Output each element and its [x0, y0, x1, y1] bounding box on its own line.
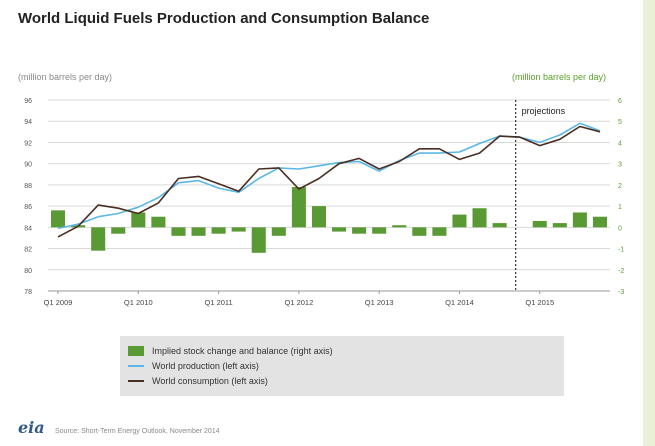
left-axis-unit: (million barrels per day) [18, 72, 113, 82]
legend-item-stock-change: Implied stock change and balance (right … [128, 343, 564, 358]
stock-change-bar [472, 208, 487, 228]
legend-item-consumption: World consumption (left axis) [128, 373, 564, 388]
stock-change-bar [211, 227, 226, 234]
chart-title: World Liquid Fuels Production and Consum… [18, 10, 430, 27]
right-tick-label: 6 [618, 98, 622, 105]
stock-change-bar [412, 227, 427, 236]
stock-change-bar [432, 227, 447, 236]
legend-swatch-production [128, 364, 144, 367]
left-tick-label: 90 [24, 162, 32, 169]
right-tick-label: 2 [618, 183, 622, 190]
legend: Implied stock change and balance (right … [120, 336, 564, 396]
source-note: Source: Short-Term Energy Outlook, Novem… [55, 428, 220, 435]
right-tick-label: 1 [618, 204, 622, 211]
stock-change-bar [271, 227, 286, 236]
x-tick-label: Q1 2013 [365, 298, 394, 307]
left-tick-label: 78 [24, 289, 32, 296]
projections-label: projections [522, 106, 566, 116]
x-tick-label: Q1 2009 [44, 298, 73, 307]
right-tick-label: 3 [618, 162, 622, 169]
right-tick-label: 5 [618, 119, 622, 126]
right-tick-label: 4 [618, 140, 622, 147]
stock-change-bar [171, 227, 186, 236]
stock-change-bar [572, 212, 587, 228]
stock-change-bar [372, 227, 387, 234]
legend-item-production: World production (left axis) [128, 358, 564, 373]
stock-change-bar [91, 227, 106, 251]
stock-change-bar [191, 227, 206, 236]
consumption-line [57, 125, 601, 238]
right-axis-unit: (million barrels per day) [512, 72, 607, 82]
stock-change-bar [151, 216, 166, 228]
legend-label-production: World production (left axis) [152, 360, 259, 371]
left-tick-label: 88 [24, 183, 32, 190]
stock-change-bar [251, 227, 266, 253]
stock-change-bar [352, 227, 367, 234]
stock-change-bar [592, 216, 607, 228]
right-tick-label: -1 [618, 247, 624, 254]
stock-change-bar [492, 223, 507, 228]
stock-change-bar [311, 206, 326, 228]
stock-change-bar [552, 223, 567, 228]
x-tick-label: Q1 2010 [124, 298, 153, 307]
stock-change-bar [111, 227, 126, 234]
stock-change-bar [532, 220, 547, 228]
x-tick-label: Q1 2012 [285, 298, 314, 307]
eia-logo: eia [18, 418, 45, 437]
stock-change-bar [392, 225, 407, 228]
right-tick-label: -2 [618, 268, 624, 275]
stock-change-bar [51, 210, 66, 228]
right-tick-label: 0 [618, 225, 622, 232]
left-tick-label: 86 [24, 204, 32, 211]
left-tick-label: 84 [24, 225, 32, 232]
left-tick-label: 94 [24, 119, 32, 126]
stock-change-bar [452, 214, 467, 228]
stock-change-bar [332, 227, 347, 232]
left-tick-label: 82 [24, 247, 32, 254]
legend-label-stock-change: Implied stock change and balance (right … [152, 345, 333, 356]
stock-change-bar [291, 187, 306, 228]
x-tick-label: Q1 2014 [445, 298, 474, 307]
left-tick-label: 92 [24, 140, 32, 147]
stock-change-bar [131, 212, 146, 228]
right-tick-label: -3 [618, 289, 624, 296]
left-tick-label: 80 [24, 268, 32, 275]
x-tick-label: Q1 2015 [525, 298, 554, 307]
legend-swatch-consumption [128, 379, 144, 382]
legend-swatch-bar [128, 345, 144, 356]
legend-label-consumption: World consumption (left axis) [152, 375, 268, 386]
x-tick-label: Q1 2011 [204, 298, 232, 307]
stock-change-bar [231, 227, 246, 232]
left-tick-label: 96 [24, 98, 32, 105]
